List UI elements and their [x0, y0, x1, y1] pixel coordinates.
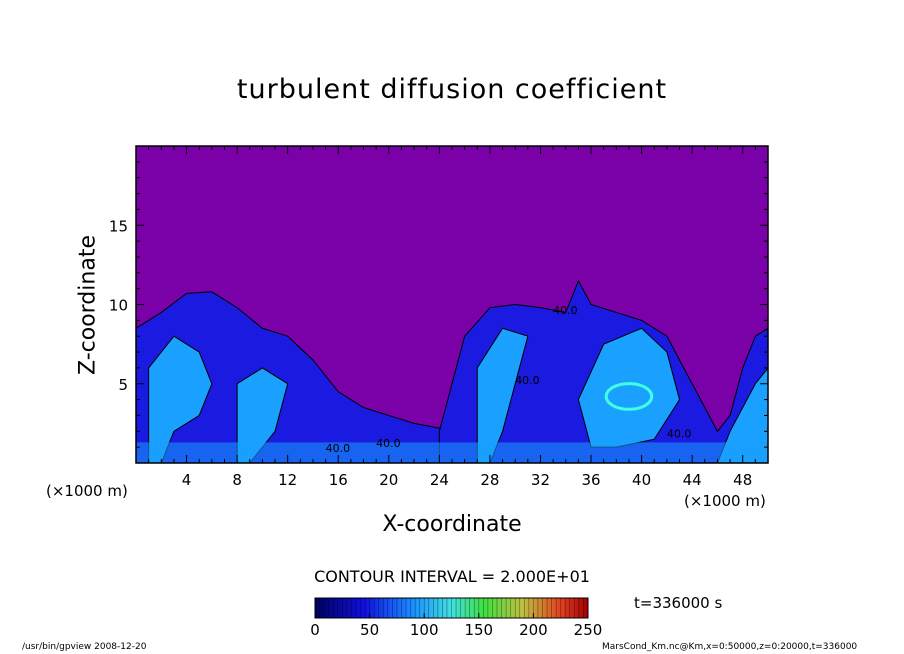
footer-command: /usr/bin/gpview 2008-12-20 — [22, 642, 147, 652]
chart-title: turbulent diffusion coefficient — [236, 74, 668, 105]
x-axis-label: X-coordinate — [382, 512, 522, 537]
colorbar-tick-label: 200 — [519, 621, 548, 639]
turbulent-core-1 — [236, 367, 289, 463]
contour-interval-label: CONTOUR INTERVAL = 2.000E+01 — [314, 567, 590, 586]
x-tick-label: 12 — [278, 471, 297, 489]
swirl-ring-2 — [617, 389, 641, 404]
x-tick-label: 44 — [683, 471, 702, 489]
y-tick-label: 5 — [118, 376, 128, 394]
x-tick-label: 20 — [379, 471, 398, 489]
x-tick-label: 36 — [581, 471, 600, 489]
contour-label: 40.0 — [667, 428, 692, 441]
y-tick-label: 10 — [109, 297, 128, 315]
colorbar-tick-label: 150 — [464, 621, 493, 639]
x-tick-label: 8 — [232, 471, 242, 489]
colorbar: 0 50 100 150 200 250 — [310, 597, 603, 639]
y-axis-unit: (×1000 m) — [46, 482, 128, 500]
contour-label: 40.0 — [376, 437, 401, 450]
x-tick-label: 24 — [430, 471, 449, 489]
swirl-ring-1 — [604, 382, 654, 411]
colorbar-tick-label: 250 — [574, 621, 603, 639]
x-tick-label: 48 — [733, 471, 752, 489]
footer-source: MarsCond_Km.nc@Km,x=0:50000,z=0:20000,t=… — [602, 642, 858, 652]
x-tick-label: 4 — [182, 471, 192, 489]
y-tick-label: 15 — [109, 217, 128, 235]
colorbar-tick-label: 100 — [410, 621, 439, 639]
surface-layer — [136, 442, 768, 463]
swirl-ring-0 — [589, 373, 669, 420]
colorbar-tick-label: 0 — [310, 621, 320, 639]
x-tick-label: 16 — [329, 471, 348, 489]
contour-label: 40.0 — [553, 304, 578, 317]
turbulent-core-4 — [716, 367, 768, 463]
time-label: t=336000 s — [634, 594, 723, 612]
contour-label: 40.0 — [326, 442, 351, 455]
x-axis-unit: (×1000 m) — [684, 492, 766, 510]
x-tick-label: 32 — [531, 471, 550, 489]
x-tick-label: 28 — [480, 471, 499, 489]
contour-label: 40.0 — [515, 374, 540, 387]
x-tick-label: 40 — [632, 471, 651, 489]
heatmap-field: 40.0 40.0 40.0 40.0 40.0 — [136, 146, 768, 463]
colorbar-tick-label: 50 — [360, 621, 379, 639]
